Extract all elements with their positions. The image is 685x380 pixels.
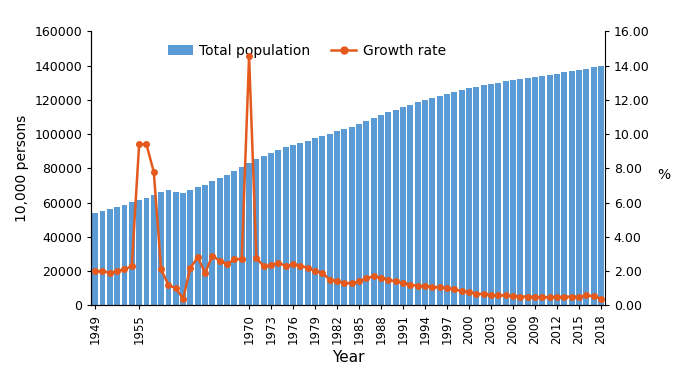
- Bar: [371, 118, 377, 306]
- Bar: [539, 76, 545, 306]
- Bar: [584, 69, 589, 306]
- Growth rate: [597, 297, 605, 301]
- Bar: [99, 211, 105, 306]
- Bar: [107, 209, 113, 306]
- Legend: Total population, Growth rate: Total population, Growth rate: [162, 38, 452, 63]
- Bar: [297, 143, 303, 306]
- Bar: [576, 70, 582, 306]
- Bar: [283, 147, 288, 306]
- Growth rate: [157, 267, 165, 272]
- Bar: [386, 112, 391, 306]
- Bar: [195, 187, 201, 306]
- Bar: [408, 105, 413, 306]
- Growth rate: [245, 54, 253, 59]
- Bar: [414, 103, 421, 306]
- Bar: [166, 190, 171, 306]
- Bar: [364, 121, 369, 306]
- Bar: [429, 98, 435, 306]
- Bar: [503, 81, 508, 306]
- Bar: [569, 71, 575, 306]
- Bar: [341, 129, 347, 306]
- Bar: [239, 167, 245, 306]
- Bar: [173, 192, 179, 306]
- Bar: [92, 213, 98, 306]
- Line: Growth rate: Growth rate: [92, 54, 603, 302]
- Bar: [158, 192, 164, 306]
- Bar: [532, 77, 538, 306]
- Bar: [151, 195, 157, 306]
- X-axis label: Year: Year: [332, 350, 364, 365]
- Growth rate: [208, 253, 216, 258]
- Bar: [305, 141, 311, 306]
- Bar: [554, 73, 560, 306]
- Bar: [517, 79, 523, 306]
- Bar: [525, 78, 531, 306]
- Bar: [481, 86, 486, 306]
- Bar: [349, 127, 355, 306]
- Bar: [253, 160, 260, 306]
- Growth rate: [252, 256, 260, 260]
- Bar: [290, 145, 296, 306]
- Bar: [510, 80, 516, 306]
- Y-axis label: %: %: [657, 168, 670, 182]
- Bar: [400, 107, 406, 306]
- Bar: [451, 92, 458, 306]
- Growth rate: [91, 269, 99, 274]
- Growth rate: [523, 294, 532, 299]
- Bar: [232, 171, 237, 306]
- Bar: [217, 178, 223, 306]
- Bar: [334, 131, 340, 306]
- Bar: [210, 181, 215, 306]
- Bar: [393, 109, 399, 306]
- Bar: [275, 150, 282, 306]
- Bar: [121, 205, 127, 306]
- Bar: [246, 163, 252, 306]
- Bar: [261, 156, 266, 306]
- Growth rate: [377, 276, 385, 280]
- Bar: [422, 100, 428, 306]
- Bar: [444, 94, 450, 306]
- Bar: [562, 72, 567, 306]
- Bar: [312, 138, 318, 306]
- Bar: [144, 198, 149, 306]
- Bar: [488, 84, 494, 306]
- Y-axis label: 10,000 persons: 10,000 persons: [15, 115, 29, 222]
- Bar: [136, 200, 142, 306]
- Bar: [224, 175, 230, 306]
- Bar: [459, 90, 464, 306]
- Bar: [378, 115, 384, 306]
- Bar: [114, 207, 120, 306]
- Bar: [327, 134, 333, 306]
- Bar: [129, 202, 135, 306]
- Bar: [268, 153, 274, 306]
- Bar: [188, 190, 193, 306]
- Bar: [598, 66, 604, 306]
- Bar: [180, 193, 186, 306]
- Growth rate: [531, 295, 539, 299]
- Bar: [356, 124, 362, 306]
- Bar: [473, 87, 480, 306]
- Bar: [590, 67, 597, 306]
- Bar: [437, 96, 443, 306]
- Bar: [319, 136, 325, 306]
- Bar: [495, 83, 501, 306]
- Bar: [202, 185, 208, 306]
- Bar: [547, 74, 553, 306]
- Bar: [466, 89, 472, 306]
